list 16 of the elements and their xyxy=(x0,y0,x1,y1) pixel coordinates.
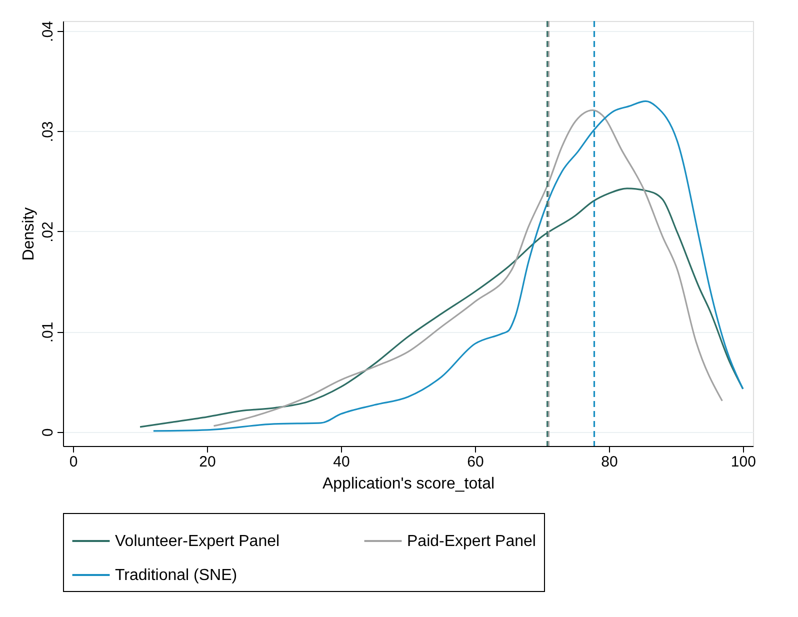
legend-label: Volunteer-Expert Panel xyxy=(115,533,280,550)
x-tick-label: 60 xyxy=(467,454,484,470)
y-tick-label: .03 xyxy=(40,121,56,142)
y-tick-label: .04 xyxy=(40,21,56,42)
x-tick-label: 20 xyxy=(199,454,216,470)
y-tick-label: .01 xyxy=(40,322,56,343)
legend-label: Traditional (SNE) xyxy=(115,567,238,584)
x-tick-label: 0 xyxy=(69,454,78,470)
y-tick-label: .02 xyxy=(40,222,56,242)
x-tick-label: 40 xyxy=(333,454,350,470)
y-tick-label: 0 xyxy=(40,428,56,437)
x-axis-title: Application's score_total xyxy=(322,476,495,492)
legend-label: Paid-Expert Panel xyxy=(407,533,536,550)
x-tick-label: 100 xyxy=(730,454,756,470)
x-tick-label: 80 xyxy=(601,454,618,470)
y-axis-title: Density xyxy=(20,207,38,261)
